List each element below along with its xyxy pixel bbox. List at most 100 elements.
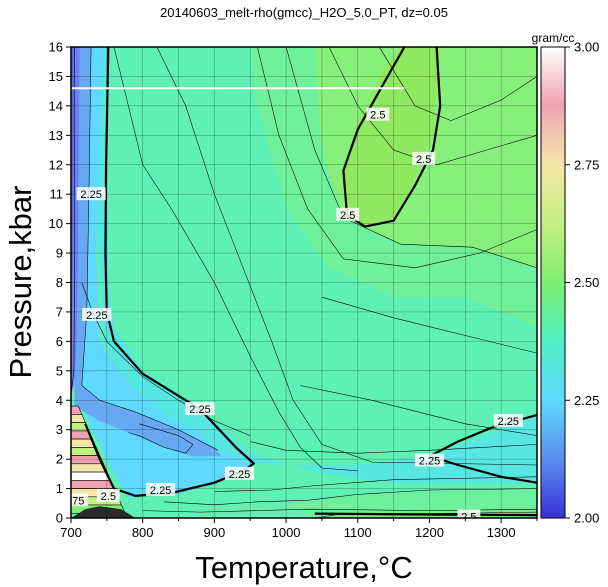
x-tick-label: 1300 bbox=[487, 525, 516, 540]
contour-label: 2.25 bbox=[146, 483, 176, 497]
x-tick-label: 900 bbox=[204, 525, 226, 540]
colorbar-gradient bbox=[540, 46, 566, 519]
y-tick-label: 13 bbox=[49, 128, 63, 143]
colorbar-tick-label: 2.25 bbox=[574, 393, 599, 408]
y-axis-label: Pressure,kbar bbox=[3, 186, 38, 379]
y-tick-label: 3 bbox=[56, 422, 63, 437]
major-contour bbox=[314, 512, 537, 517]
band-darkest-blue bbox=[71, 47, 75, 371]
contour-label-text: 2.5 bbox=[340, 210, 355, 222]
contour-labels: 2.25 2.25 2.25 2.25 2.25 2.5 2.5 2.5 2.25 2.25 2.5… bbox=[69, 107, 523, 524]
thin-contour bbox=[250, 441, 537, 454]
contour-label-text: .75 bbox=[69, 495, 84, 507]
thin-contour bbox=[379, 47, 537, 121]
contour-label-text: 2.25 bbox=[498, 416, 519, 428]
contour-label-bg bbox=[96, 488, 120, 502]
y-tick-label: 6 bbox=[56, 334, 63, 349]
contour-label: 2.5 bbox=[412, 151, 436, 166]
contour-label-text: 2.25 bbox=[80, 189, 101, 201]
y-tick-label: 10 bbox=[49, 216, 63, 231]
contour-label-bg bbox=[457, 509, 481, 518]
band-stripe bbox=[71, 471, 112, 481]
colorbar-tick-label: 2.00 bbox=[574, 511, 599, 526]
x-tick-label: 1100 bbox=[344, 525, 372, 540]
thin-contour bbox=[164, 488, 537, 506]
contour-label-bg bbox=[493, 413, 523, 427]
contour-label-text: 2.25 bbox=[419, 456, 440, 468]
x-tick-label: 800 bbox=[132, 525, 154, 540]
thin-contour bbox=[214, 476, 537, 492]
y-tick-label: 12 bbox=[49, 157, 63, 172]
contour-label: 2.25 bbox=[82, 307, 112, 322]
contour-label-text: 2.25 bbox=[150, 485, 171, 497]
contour-label: .75 bbox=[69, 493, 89, 507]
contour-label-text: 2.5 bbox=[101, 491, 116, 503]
y-tick-label: 16 bbox=[49, 40, 63, 55]
contour-label-bg bbox=[336, 207, 360, 221]
contour-label-text: 2.25 bbox=[229, 469, 250, 481]
band-peak bbox=[343, 47, 441, 227]
contour-label-bg bbox=[414, 453, 445, 467]
contour-label-text: 2.25 bbox=[189, 404, 210, 416]
colorbar-tick-label: 2.50 bbox=[574, 275, 599, 290]
colorbar-tick-label: 2.75 bbox=[574, 157, 599, 172]
band-dark-base bbox=[71, 506, 136, 518]
contour-label: 2.25 bbox=[493, 413, 523, 428]
contour-label: 2.5 bbox=[457, 509, 481, 524]
x-tick-label: 700 bbox=[60, 525, 82, 540]
x-tick-label: 1200 bbox=[415, 525, 444, 540]
thin-contour bbox=[257, 47, 537, 269]
y-tick-label: 7 bbox=[56, 304, 63, 319]
y-tick-label: 0 bbox=[56, 511, 63, 526]
colorbar-tick-label: 3.00 bbox=[574, 40, 599, 55]
y-tick-label: 9 bbox=[56, 246, 63, 261]
contour-label: 2.25 bbox=[414, 453, 445, 468]
major-contour bbox=[84, 47, 255, 497]
contour-label-bg bbox=[366, 107, 390, 121]
y-tick-label: 8 bbox=[56, 275, 63, 290]
contour-label-text: 2.5 bbox=[370, 110, 385, 122]
thin-contour bbox=[113, 47, 358, 472]
contour-label-bg bbox=[146, 483, 176, 496]
contour-label: 2.25 bbox=[224, 466, 255, 481]
x-axis-ticks: 700 800 900 1000 1100 1200 1300 bbox=[60, 518, 538, 540]
thin-contour bbox=[156, 47, 537, 466]
y-tick-label: 14 bbox=[49, 98, 63, 113]
thin-contour bbox=[300, 385, 537, 436]
contour-label: 2.5 bbox=[336, 207, 360, 222]
contour-label-bg bbox=[82, 307, 112, 321]
x-axis-label: Temperature,°C bbox=[195, 550, 412, 585]
chart-title: 20140603_melt-rho(gmcc)_H2O_5.0_PT, dz=0… bbox=[160, 5, 448, 20]
contour-label-text: 2.25 bbox=[86, 310, 107, 322]
y-tick-label: 2 bbox=[56, 452, 63, 467]
band-light-blue bbox=[71, 47, 254, 498]
plot-area: 2.25 2.25 2.25 2.25 2.25 2.5 2.5 2.5 2.25 2.25 2.5… bbox=[69, 47, 537, 524]
colorbar-label: gram/cc bbox=[532, 31, 575, 45]
contour-label-text: 2.5 bbox=[416, 154, 431, 166]
y-tick-label: 1 bbox=[56, 481, 63, 496]
thin-contour bbox=[321, 296, 537, 354]
band-cyan bbox=[71, 47, 537, 483]
x-tick-label: 1000 bbox=[272, 525, 301, 540]
y-tick-label: 5 bbox=[56, 363, 63, 378]
colorbar: 2.00 2.25 2.50 2.75 3.00 gram/cc bbox=[532, 31, 600, 526]
contour-label: 2.5 bbox=[366, 107, 390, 122]
contour-label: 2.25 bbox=[76, 187, 106, 201]
contour-label: 2.25 bbox=[185, 402, 215, 416]
contour-label-bg bbox=[412, 151, 436, 165]
colorbar-ticks: 2.00 2.25 2.50 2.75 3.00 bbox=[565, 40, 599, 526]
band-stripe bbox=[71, 480, 115, 489]
y-tick-label: 11 bbox=[50, 187, 64, 202]
major-contour bbox=[342, 47, 442, 228]
contour-label-text: 2.5 bbox=[461, 512, 476, 524]
thin-contour bbox=[285, 47, 537, 269]
contour-label-bg bbox=[71, 493, 89, 507]
contour-label-bg bbox=[185, 402, 215, 416]
contour-label-bg bbox=[76, 187, 106, 201]
contour-label: 2.5 bbox=[96, 488, 120, 503]
contour-label-bg bbox=[224, 466, 255, 480]
thin-contour bbox=[71, 47, 75, 395]
y-tick-label: 15 bbox=[49, 69, 63, 84]
